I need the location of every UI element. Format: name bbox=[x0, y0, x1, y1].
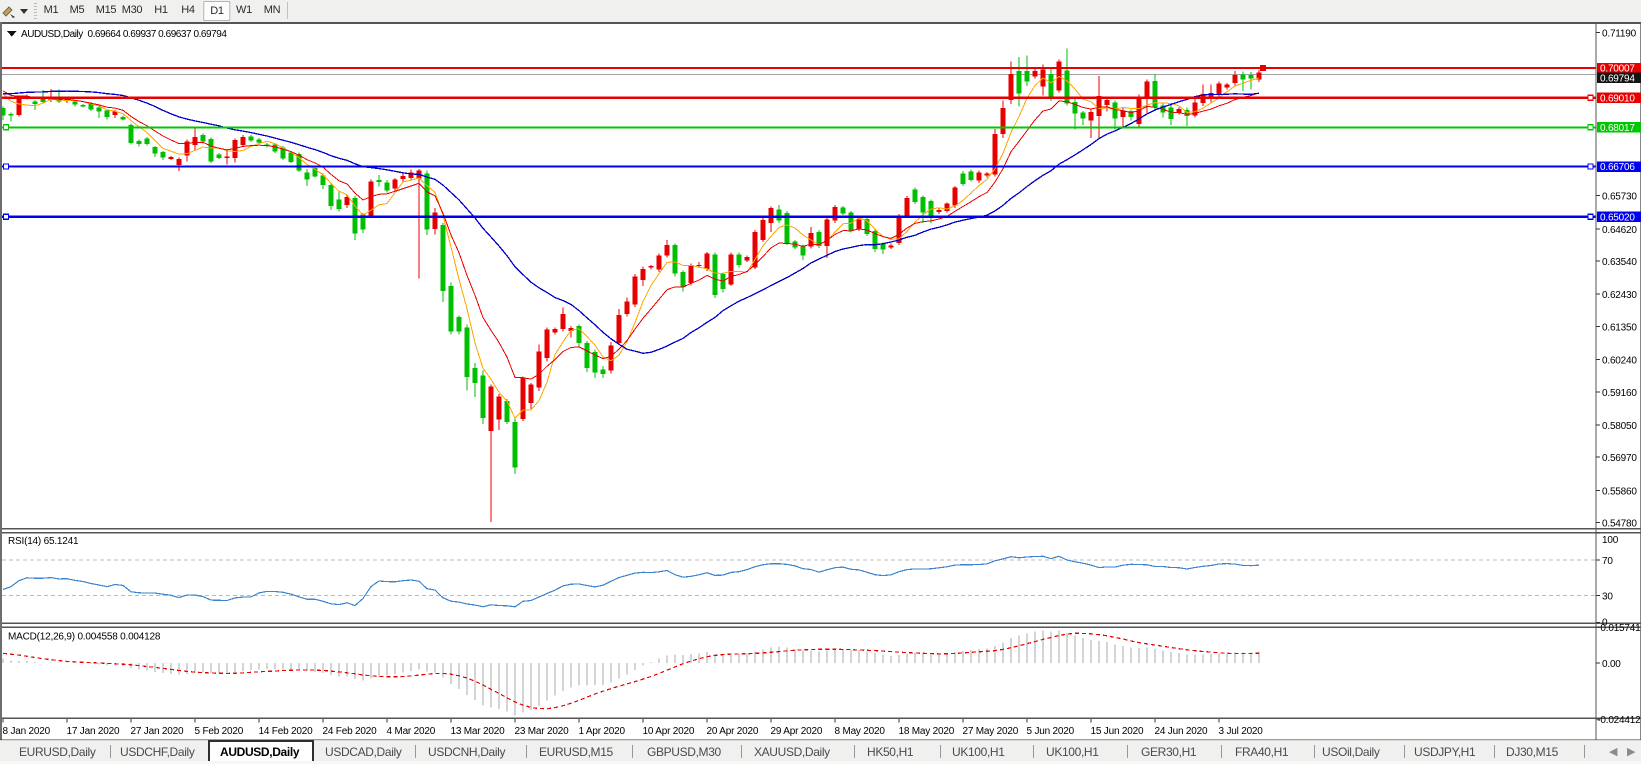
svg-text:27 Jan 2020: 27 Jan 2020 bbox=[131, 726, 184, 737]
svg-text:29 Apr 2020: 29 Apr 2020 bbox=[771, 726, 823, 737]
svg-text:0.65020: 0.65020 bbox=[1600, 213, 1635, 224]
svg-text:MACD(12,26,9) 0.004558 0.00412: MACD(12,26,9) 0.004558 0.004128 bbox=[8, 632, 161, 643]
svg-text:1 Apr 2020: 1 Apr 2020 bbox=[579, 726, 626, 737]
svg-text:0.62430: 0.62430 bbox=[1602, 290, 1637, 301]
svg-text:0.70007: 0.70007 bbox=[1600, 64, 1635, 75]
svg-text:0.66706: 0.66706 bbox=[1600, 162, 1635, 173]
svg-text:0.54780: 0.54780 bbox=[1602, 519, 1637, 530]
svg-text:0.60240: 0.60240 bbox=[1602, 356, 1637, 367]
svg-text:70: 70 bbox=[1602, 556, 1613, 567]
svg-text:0.61350: 0.61350 bbox=[1602, 322, 1637, 333]
svg-text:10 Apr 2020: 10 Apr 2020 bbox=[643, 726, 695, 737]
svg-text:4 Mar 2020: 4 Mar 2020 bbox=[387, 726, 436, 737]
svg-text:100: 100 bbox=[1602, 535, 1619, 546]
svg-text:20 Apr 2020: 20 Apr 2020 bbox=[707, 726, 759, 737]
svg-text:0.00: 0.00 bbox=[1602, 659, 1621, 670]
svg-text:5 Jun 2020: 5 Jun 2020 bbox=[1027, 726, 1075, 737]
svg-text:0.64620: 0.64620 bbox=[1602, 225, 1637, 236]
svg-text:0: 0 bbox=[1602, 618, 1608, 629]
svg-text:0.69010: 0.69010 bbox=[1600, 93, 1635, 104]
svg-text:15 Jun 2020: 15 Jun 2020 bbox=[1091, 726, 1144, 737]
svg-text:17 Jan 2020: 17 Jan 2020 bbox=[67, 726, 120, 737]
svg-text:30: 30 bbox=[1602, 592, 1613, 603]
svg-text:13 Mar 2020: 13 Mar 2020 bbox=[451, 726, 506, 737]
svg-text:0.63540: 0.63540 bbox=[1602, 257, 1637, 268]
svg-text:0.69794: 0.69794 bbox=[1600, 73, 1635, 84]
svg-text:24 Jun 2020: 24 Jun 2020 bbox=[1155, 726, 1208, 737]
svg-text:5 Feb 2020: 5 Feb 2020 bbox=[195, 726, 244, 737]
svg-text:AUDUSD,Daily 0.69664 0.69937: AUDUSD,Daily 0.69664 0.69937 0.69637 0.6… bbox=[21, 29, 227, 40]
svg-text:24 Feb 2020: 24 Feb 2020 bbox=[323, 726, 378, 737]
svg-text:23 Mar 2020: 23 Mar 2020 bbox=[515, 726, 570, 737]
svg-text:0.59160: 0.59160 bbox=[1602, 388, 1637, 399]
svg-text:0.71190: 0.71190 bbox=[1602, 29, 1637, 40]
svg-text:RSI(14) 65.1241: RSI(14) 65.1241 bbox=[8, 536, 79, 547]
svg-text:0.015741: 0.015741 bbox=[1600, 623, 1641, 634]
svg-text:14 Feb 2020: 14 Feb 2020 bbox=[259, 726, 314, 737]
svg-text:27 May 2020: 27 May 2020 bbox=[963, 726, 1019, 737]
svg-text:0.55860: 0.55860 bbox=[1602, 486, 1637, 497]
svg-text:8 Jan 2020: 8 Jan 2020 bbox=[3, 726, 51, 737]
svg-text:8 May 2020: 8 May 2020 bbox=[835, 726, 886, 737]
svg-text:3 Jul 2020: 3 Jul 2020 bbox=[1219, 726, 1264, 737]
svg-text:0.58050: 0.58050 bbox=[1602, 421, 1637, 432]
svg-text:0.56970: 0.56970 bbox=[1602, 453, 1637, 464]
svg-text:0.68017: 0.68017 bbox=[1600, 123, 1635, 134]
svg-text:-0.024412: -0.024412 bbox=[1597, 715, 1641, 726]
svg-text:0.65730: 0.65730 bbox=[1602, 192, 1637, 203]
svg-text:18 May 2020: 18 May 2020 bbox=[899, 726, 955, 737]
